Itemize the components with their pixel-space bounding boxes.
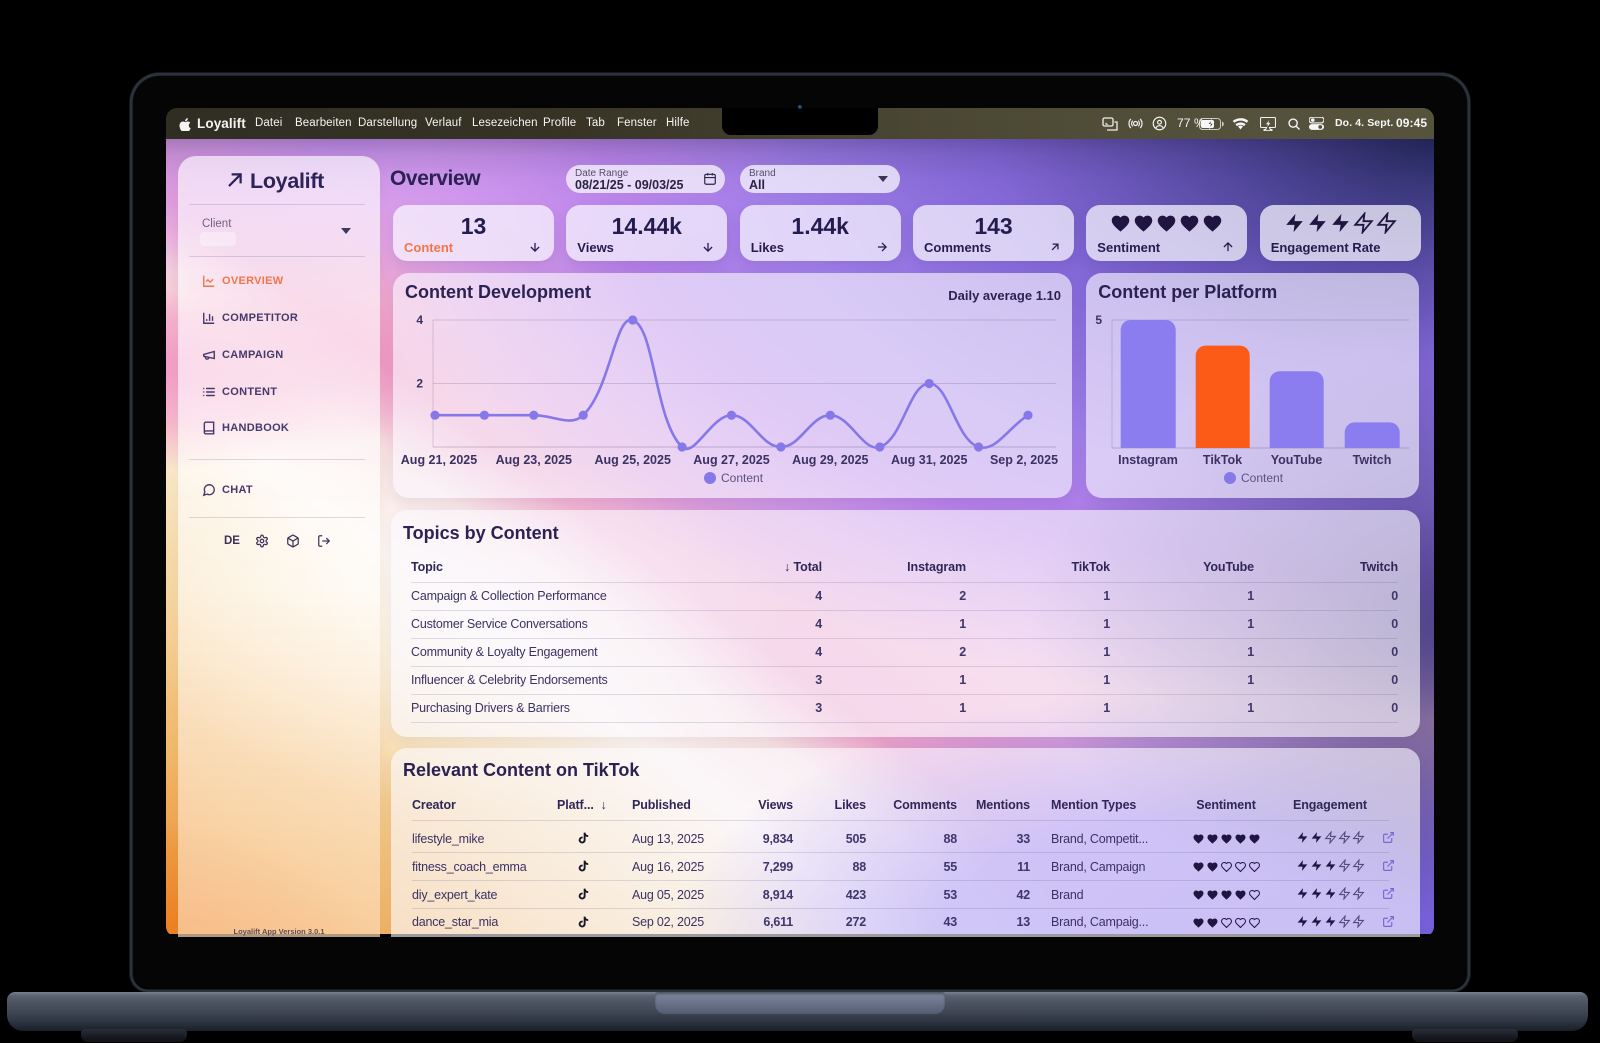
- svg-text:Aug 29, 2025: Aug 29, 2025: [792, 453, 868, 467]
- svg-text:5: 5: [1096, 313, 1103, 327]
- svg-text:Content: Content: [721, 471, 764, 485]
- svg-text:Aug 21, 2025: Aug 21, 2025: [401, 453, 477, 467]
- svg-text:Aug 27, 2025: Aug 27, 2025: [693, 453, 769, 467]
- svg-text:Aug 23, 2025: Aug 23, 2025: [496, 453, 572, 467]
- svg-text:TikTok: TikTok: [1203, 453, 1242, 467]
- svg-text:Sep 2, 2025: Sep 2, 2025: [990, 453, 1058, 467]
- svg-text:Instagram: Instagram: [1118, 453, 1178, 467]
- svg-text:Aug 25, 2025: Aug 25, 2025: [594, 453, 670, 467]
- svg-text:Aug 31, 2025: Aug 31, 2025: [891, 453, 967, 467]
- svg-text:Content: Content: [1241, 471, 1284, 485]
- svg-text:Twitch: Twitch: [1353, 453, 1392, 467]
- svg-text:4: 4: [416, 313, 423, 327]
- svg-text:2: 2: [416, 377, 423, 391]
- svg-text:YouTube: YouTube: [1271, 453, 1323, 467]
